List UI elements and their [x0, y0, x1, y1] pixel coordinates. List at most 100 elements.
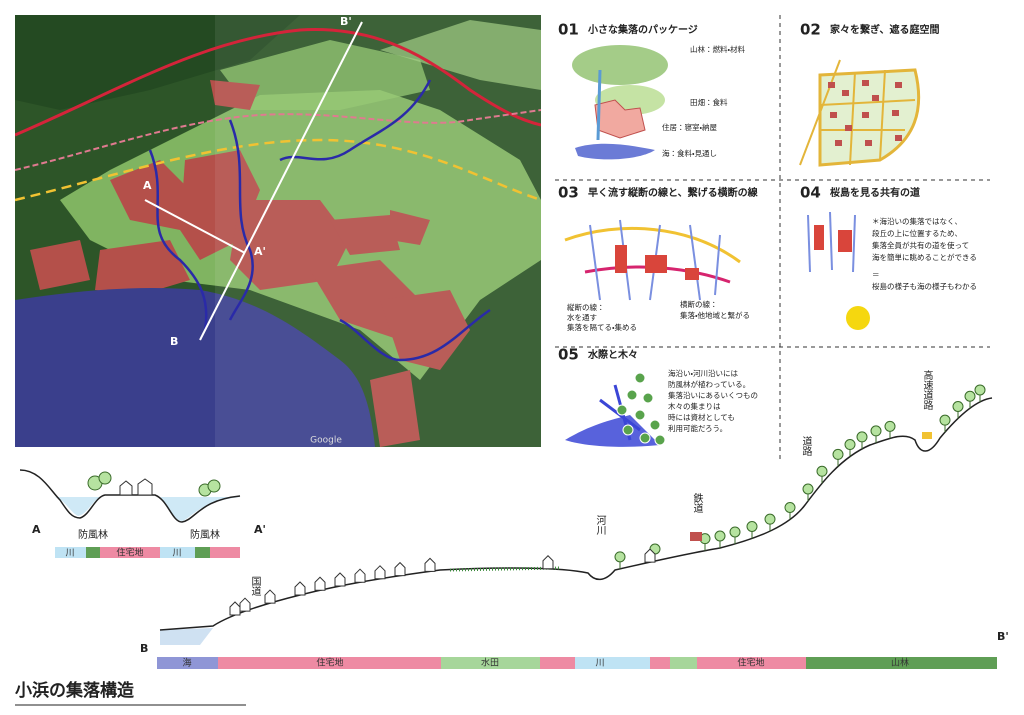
section-b-houses	[229, 548, 656, 616]
panel-note: 横断の線：	[680, 299, 718, 309]
section-b: B B' 国道 河川 鉄道 道路 高速道路 海 住宅地 水田 川 住宅地 山林	[140, 369, 1009, 669]
zone-band	[86, 547, 100, 558]
house	[294, 581, 306, 596]
terrace-line	[15, 138, 541, 202]
tree	[974, 384, 986, 396]
icon-forest	[572, 45, 668, 85]
river	[228, 119, 254, 321]
panel-title: 早く流す縦断の線と、繋げる横断の線	[588, 186, 759, 199]
panel-note: ＝	[872, 270, 880, 279]
icon-house	[838, 230, 852, 252]
house	[239, 597, 251, 612]
panel-02: 02 家々を繋ぎ、遮る庭空間	[799, 21, 940, 167]
panel-note: 海を簡単に眺めることができる	[872, 252, 977, 262]
panel-note: 集落全員が共有の道を使って	[872, 240, 969, 250]
zone-label: 川	[595, 659, 604, 669]
map-sea	[15, 288, 375, 447]
icon-path	[819, 99, 916, 106]
panel-note: 集落沿いにあるいくつもの	[668, 390, 758, 400]
panel-title: 桜島を見る共有の道	[830, 186, 921, 199]
panel-label: 海：食料・見通し	[662, 148, 717, 158]
zone-band	[195, 547, 210, 558]
sheet-title: 小浜の集落構造	[15, 680, 134, 701]
icon-house	[685, 268, 699, 280]
icon-house	[830, 112, 837, 118]
panel-note: 集落を隔てる・集める	[567, 322, 637, 332]
zone-band	[650, 657, 670, 669]
section-a-water	[55, 497, 240, 521]
map-overlay	[215, 15, 541, 447]
tree	[952, 400, 964, 412]
section-a: A A' 防風林 防風林 川 住宅地 川	[19, 469, 266, 559]
map-town-block	[380, 290, 470, 370]
national-road	[15, 109, 541, 171]
zone-band	[670, 657, 697, 669]
panel-05: 05 水際と木々 海沿い・河川沿いには 防風林が植わっている。 集落沿いにあるい…	[558, 346, 758, 447]
icon-house	[835, 140, 842, 146]
tree	[764, 513, 776, 525]
icon-tree	[634, 409, 646, 421]
icon-tree	[622, 424, 634, 436]
zone-band	[157, 657, 218, 669]
zone-band	[160, 547, 195, 558]
tree	[802, 483, 814, 495]
panel-03: 03 早く流す縦断の線と、繋げる横断の線 縦断の線： 水を通す 集落を隔てる・集…	[558, 184, 759, 333]
zone-band	[697, 657, 806, 669]
zone-band	[806, 657, 997, 669]
rail-icon	[690, 532, 702, 541]
section-label: 高速道路	[921, 369, 933, 411]
icon-house	[865, 140, 872, 146]
section-b-sea	[160, 628, 213, 645]
icon-house	[845, 125, 852, 131]
icon-houses	[615, 245, 699, 280]
section-a-trees	[87, 471, 221, 497]
icon-river	[596, 69, 602, 141]
map-label: B'	[340, 15, 352, 28]
section-a-ground	[19, 469, 241, 523]
tree	[746, 521, 758, 533]
icon-house	[615, 245, 627, 273]
icon-house	[872, 95, 879, 101]
section-label: 国道	[249, 576, 261, 596]
road-icon	[922, 432, 932, 439]
icon-house	[828, 82, 835, 88]
panel-note: ＊海沿いの集落ではなく、	[872, 216, 962, 226]
tree	[832, 448, 844, 460]
tree	[856, 431, 868, 443]
tree	[98, 471, 112, 485]
section-line-b	[199, 21, 363, 341]
house	[424, 557, 436, 572]
map-forest-dark	[15, 15, 300, 110]
house	[264, 589, 276, 604]
map-label: A	[143, 179, 152, 192]
icon-house	[895, 82, 902, 88]
map-town-block	[390, 210, 430, 245]
panel-note: 時には資材としても	[668, 412, 735, 422]
zone-label: 山林	[891, 657, 909, 669]
icon-houses	[828, 80, 902, 146]
zone-band	[575, 657, 650, 669]
panel-note: 桜島の様子も海の様子もわかる	[872, 281, 977, 291]
map-credit: Google	[310, 436, 342, 446]
zone-label: 川	[172, 549, 181, 559]
icon-flow	[852, 214, 856, 273]
tree	[614, 551, 626, 563]
icon-tree	[642, 392, 654, 404]
panel-number: 05	[558, 346, 579, 364]
tree	[816, 465, 828, 477]
zone-band	[100, 547, 160, 558]
tree	[714, 530, 726, 542]
icon-sea	[575, 143, 655, 160]
icon-tree	[649, 419, 661, 431]
panel-note: 海沿い・河川沿いには	[668, 368, 739, 378]
panel-note: 段丘の上に位置するため、	[872, 228, 962, 238]
icon-tree	[616, 404, 628, 416]
panel-note: 集落・他地域と繋がる	[680, 310, 750, 320]
panel-01: 01 小さな集落のパッケージ 山林：燃料・材料 田畑：食料 住居：寝室・納屋 海…	[558, 21, 746, 160]
icon-trees	[616, 372, 666, 446]
house	[644, 548, 656, 563]
river	[279, 79, 432, 162]
section-line-a	[144, 199, 246, 254]
